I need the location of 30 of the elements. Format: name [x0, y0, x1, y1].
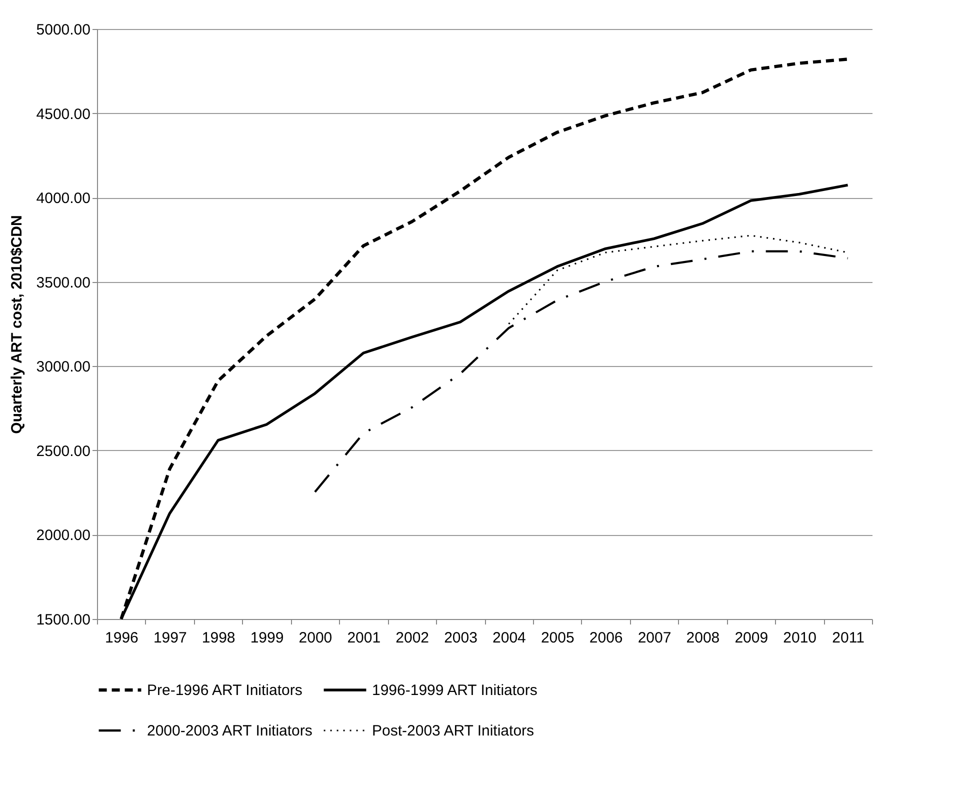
x-tick-label: 2007	[638, 630, 672, 646]
y-tick-label: 4500.00	[36, 106, 90, 123]
x-tick-label: 1996	[105, 630, 138, 646]
line-series	[314, 250, 849, 493]
x-tick-label: 2009	[734, 630, 768, 646]
legend-label: 2000-2003 ART Initiators	[147, 722, 312, 740]
y-axis-title: Quarterly ART cost, 2010$CDN	[8, 215, 26, 434]
y-tick-label: 2500.00	[36, 442, 90, 460]
y-tick-label: 5000.00	[36, 22, 90, 38]
x-tick-label: 2011	[832, 630, 864, 646]
x-tick-label: 1998	[202, 630, 236, 646]
y-tick-label: 3500.00	[36, 274, 90, 292]
x-tick-label: 1999	[250, 630, 284, 646]
x-tick-label: 2008	[686, 630, 720, 646]
y-tick-label: 4000.00	[36, 190, 90, 208]
x-tick-label: 2004	[492, 630, 526, 646]
x-tick-label: 2003	[444, 630, 478, 646]
x-tick-label: 2005	[540, 630, 574, 646]
x-tick-label: 2006	[589, 630, 623, 646]
y-tick-label: 3000.00	[36, 358, 90, 376]
y-tick-label: 2000.00	[36, 527, 90, 544]
x-tick-label: 2000	[298, 630, 332, 646]
x-tick-label: 2010	[783, 630, 817, 646]
legend-label: Post-2003 ART Initiators	[372, 722, 534, 740]
legend-label: Pre-1996 ART Initiators	[147, 682, 302, 699]
x-tick-label: 1997	[153, 630, 187, 646]
y-tick-label: 1500.00	[36, 612, 90, 628]
x-tick-label: 2002	[396, 630, 430, 646]
legend-label: 1996-1999 ART Initiators	[372, 682, 538, 699]
x-tick-label: 2001	[347, 630, 381, 646]
